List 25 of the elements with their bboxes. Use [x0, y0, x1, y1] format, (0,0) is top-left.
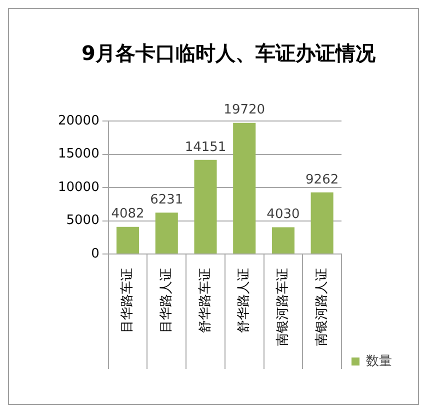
x-tick-label: 目华路人证: [159, 268, 174, 333]
x-tick-label: 舒华路人证: [236, 268, 252, 333]
data-label: 4030: [266, 207, 300, 222]
y-tick-label: 20000: [58, 113, 100, 128]
data-label: 4082: [111, 206, 144, 222]
chart-title: 9月各卡口临时人、车证办证情况: [82, 41, 376, 66]
bar: [155, 212, 178, 254]
bar: [116, 226, 140, 254]
bar: [310, 192, 334, 254]
data-label: 6231: [150, 192, 184, 208]
bar: [233, 122, 256, 254]
data-label: 19720: [224, 102, 266, 118]
data-label: 9262: [306, 172, 339, 188]
x-tick-label: 南银河路人证: [314, 268, 330, 346]
x-tick-label: 舒华路车证: [198, 268, 213, 333]
bar: [194, 160, 217, 254]
x-tick-label: 目华路车证: [120, 268, 136, 333]
y-tick-label: 0: [91, 246, 100, 262]
bar: [272, 227, 294, 254]
y-tick-label: 10000: [58, 180, 100, 195]
data-label: 14151: [184, 140, 226, 155]
y-tick-label: 15000: [58, 146, 100, 162]
legend-label: 数量: [366, 354, 392, 369]
x-tick-label: 南银河路车证: [276, 268, 291, 346]
y-tick-label: 5000: [66, 213, 100, 228]
